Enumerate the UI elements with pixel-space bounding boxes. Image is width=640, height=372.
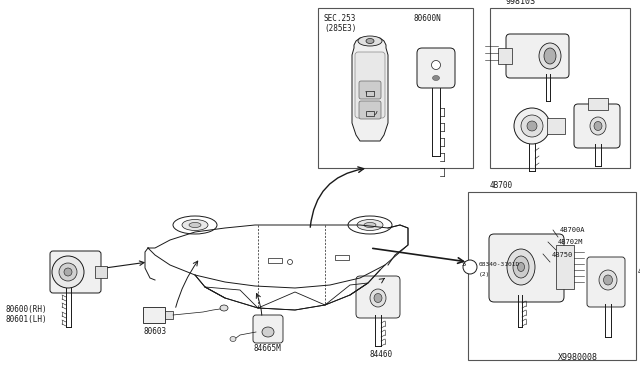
Text: 4B702M: 4B702M <box>558 239 584 245</box>
FancyBboxPatch shape <box>359 81 381 99</box>
Bar <box>588 98 608 110</box>
Bar <box>143 307 165 323</box>
Ellipse shape <box>262 327 274 337</box>
Text: 08340-3101D: 08340-3101D <box>479 262 520 267</box>
Ellipse shape <box>374 294 382 302</box>
Ellipse shape <box>590 117 606 135</box>
FancyBboxPatch shape <box>574 104 620 148</box>
Bar <box>318 8 473 168</box>
FancyBboxPatch shape <box>506 34 569 78</box>
Ellipse shape <box>364 222 376 228</box>
Ellipse shape <box>59 263 77 281</box>
FancyBboxPatch shape <box>489 234 564 302</box>
Bar <box>335 255 349 260</box>
Bar <box>366 91 374 96</box>
Ellipse shape <box>287 260 292 264</box>
Bar <box>268 258 282 263</box>
FancyBboxPatch shape <box>355 52 385 118</box>
Ellipse shape <box>230 337 236 341</box>
Ellipse shape <box>358 36 382 46</box>
Text: SEC.253: SEC.253 <box>324 14 356 23</box>
Ellipse shape <box>64 268 72 276</box>
Bar <box>366 111 374 116</box>
Ellipse shape <box>433 76 440 80</box>
Ellipse shape <box>599 270 617 290</box>
Text: 84665M: 84665M <box>254 344 282 353</box>
Ellipse shape <box>521 115 543 137</box>
Ellipse shape <box>513 256 529 278</box>
Ellipse shape <box>366 38 374 44</box>
Text: X9980008: X9980008 <box>558 353 598 362</box>
Polygon shape <box>352 38 388 141</box>
Bar <box>547 118 565 134</box>
Ellipse shape <box>594 122 602 131</box>
Bar <box>165 311 173 319</box>
Text: 99810S: 99810S <box>505 0 535 6</box>
Ellipse shape <box>507 249 535 285</box>
Text: (285E3): (285E3) <box>324 24 356 33</box>
Ellipse shape <box>348 216 392 234</box>
Text: 80600(RH): 80600(RH) <box>5 305 47 314</box>
Ellipse shape <box>518 263 525 272</box>
Ellipse shape <box>514 108 550 144</box>
Ellipse shape <box>370 289 386 307</box>
Text: 4B700A: 4B700A <box>560 227 586 233</box>
Ellipse shape <box>220 305 228 311</box>
Bar <box>468 192 636 360</box>
Text: (2): (2) <box>479 272 490 277</box>
Text: 4B700: 4B700 <box>490 181 513 190</box>
Bar <box>490 8 630 168</box>
Ellipse shape <box>544 48 556 64</box>
FancyBboxPatch shape <box>50 251 101 293</box>
Text: 80600N: 80600N <box>414 14 442 23</box>
Text: 4B412U: 4B412U <box>638 267 640 276</box>
Ellipse shape <box>52 256 84 288</box>
Bar <box>556 245 574 289</box>
FancyBboxPatch shape <box>587 257 625 307</box>
Ellipse shape <box>189 222 201 228</box>
Text: 84460: 84460 <box>370 350 393 359</box>
Ellipse shape <box>357 219 383 231</box>
Text: 80603: 80603 <box>143 327 166 336</box>
FancyBboxPatch shape <box>356 276 400 318</box>
Text: S: S <box>462 261 466 267</box>
Bar <box>498 48 512 64</box>
Ellipse shape <box>182 219 208 231</box>
Ellipse shape <box>527 121 537 131</box>
Ellipse shape <box>431 61 440 70</box>
Circle shape <box>463 260 477 274</box>
Bar <box>95 266 107 278</box>
FancyBboxPatch shape <box>417 48 455 88</box>
Ellipse shape <box>173 216 217 234</box>
Text: 80601(LH): 80601(LH) <box>5 315 47 324</box>
Ellipse shape <box>539 43 561 69</box>
Ellipse shape <box>604 275 612 285</box>
FancyBboxPatch shape <box>253 315 283 343</box>
Text: 4B750: 4B750 <box>552 252 573 258</box>
FancyBboxPatch shape <box>359 101 381 119</box>
